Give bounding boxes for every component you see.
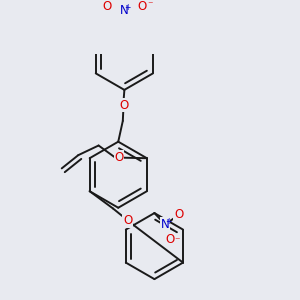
Text: O: O — [102, 0, 111, 13]
Text: ⁻: ⁻ — [148, 0, 153, 10]
Text: ⁻: ⁻ — [175, 236, 180, 246]
Text: O: O — [119, 99, 128, 112]
Text: +: + — [124, 3, 131, 12]
Text: N: N — [161, 218, 170, 231]
Text: O: O — [174, 208, 183, 221]
Text: +: + — [166, 217, 172, 226]
Text: O: O — [137, 0, 147, 13]
Text: O: O — [123, 214, 132, 227]
Text: N: N — [120, 4, 129, 17]
Text: O: O — [114, 151, 124, 164]
Text: O: O — [165, 233, 175, 246]
